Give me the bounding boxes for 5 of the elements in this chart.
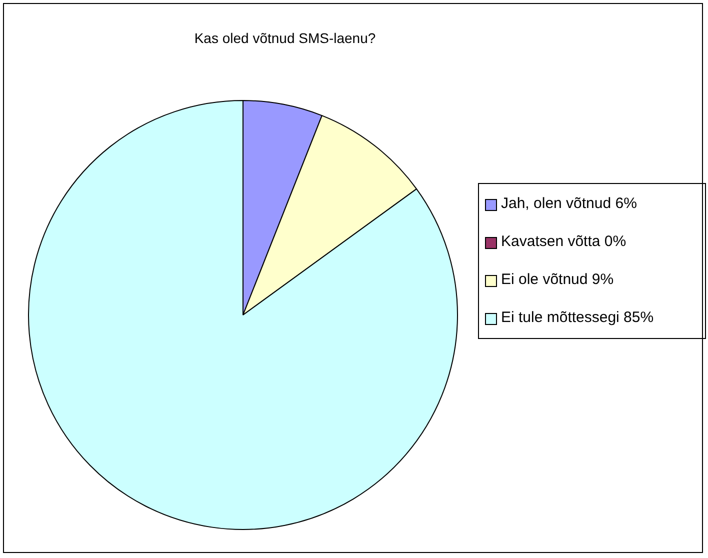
chart-title: Kas oled võtnud SMS-laenu? [193,30,377,46]
legend-label: Ei ole võtnud 9% [501,270,614,290]
legend-label: Ei tule mõttessegi 85% [501,308,654,328]
legend-label: Kavatsen võtta 0% [501,232,626,252]
legend-label: Jah, olen võtnud 6% [501,194,637,214]
